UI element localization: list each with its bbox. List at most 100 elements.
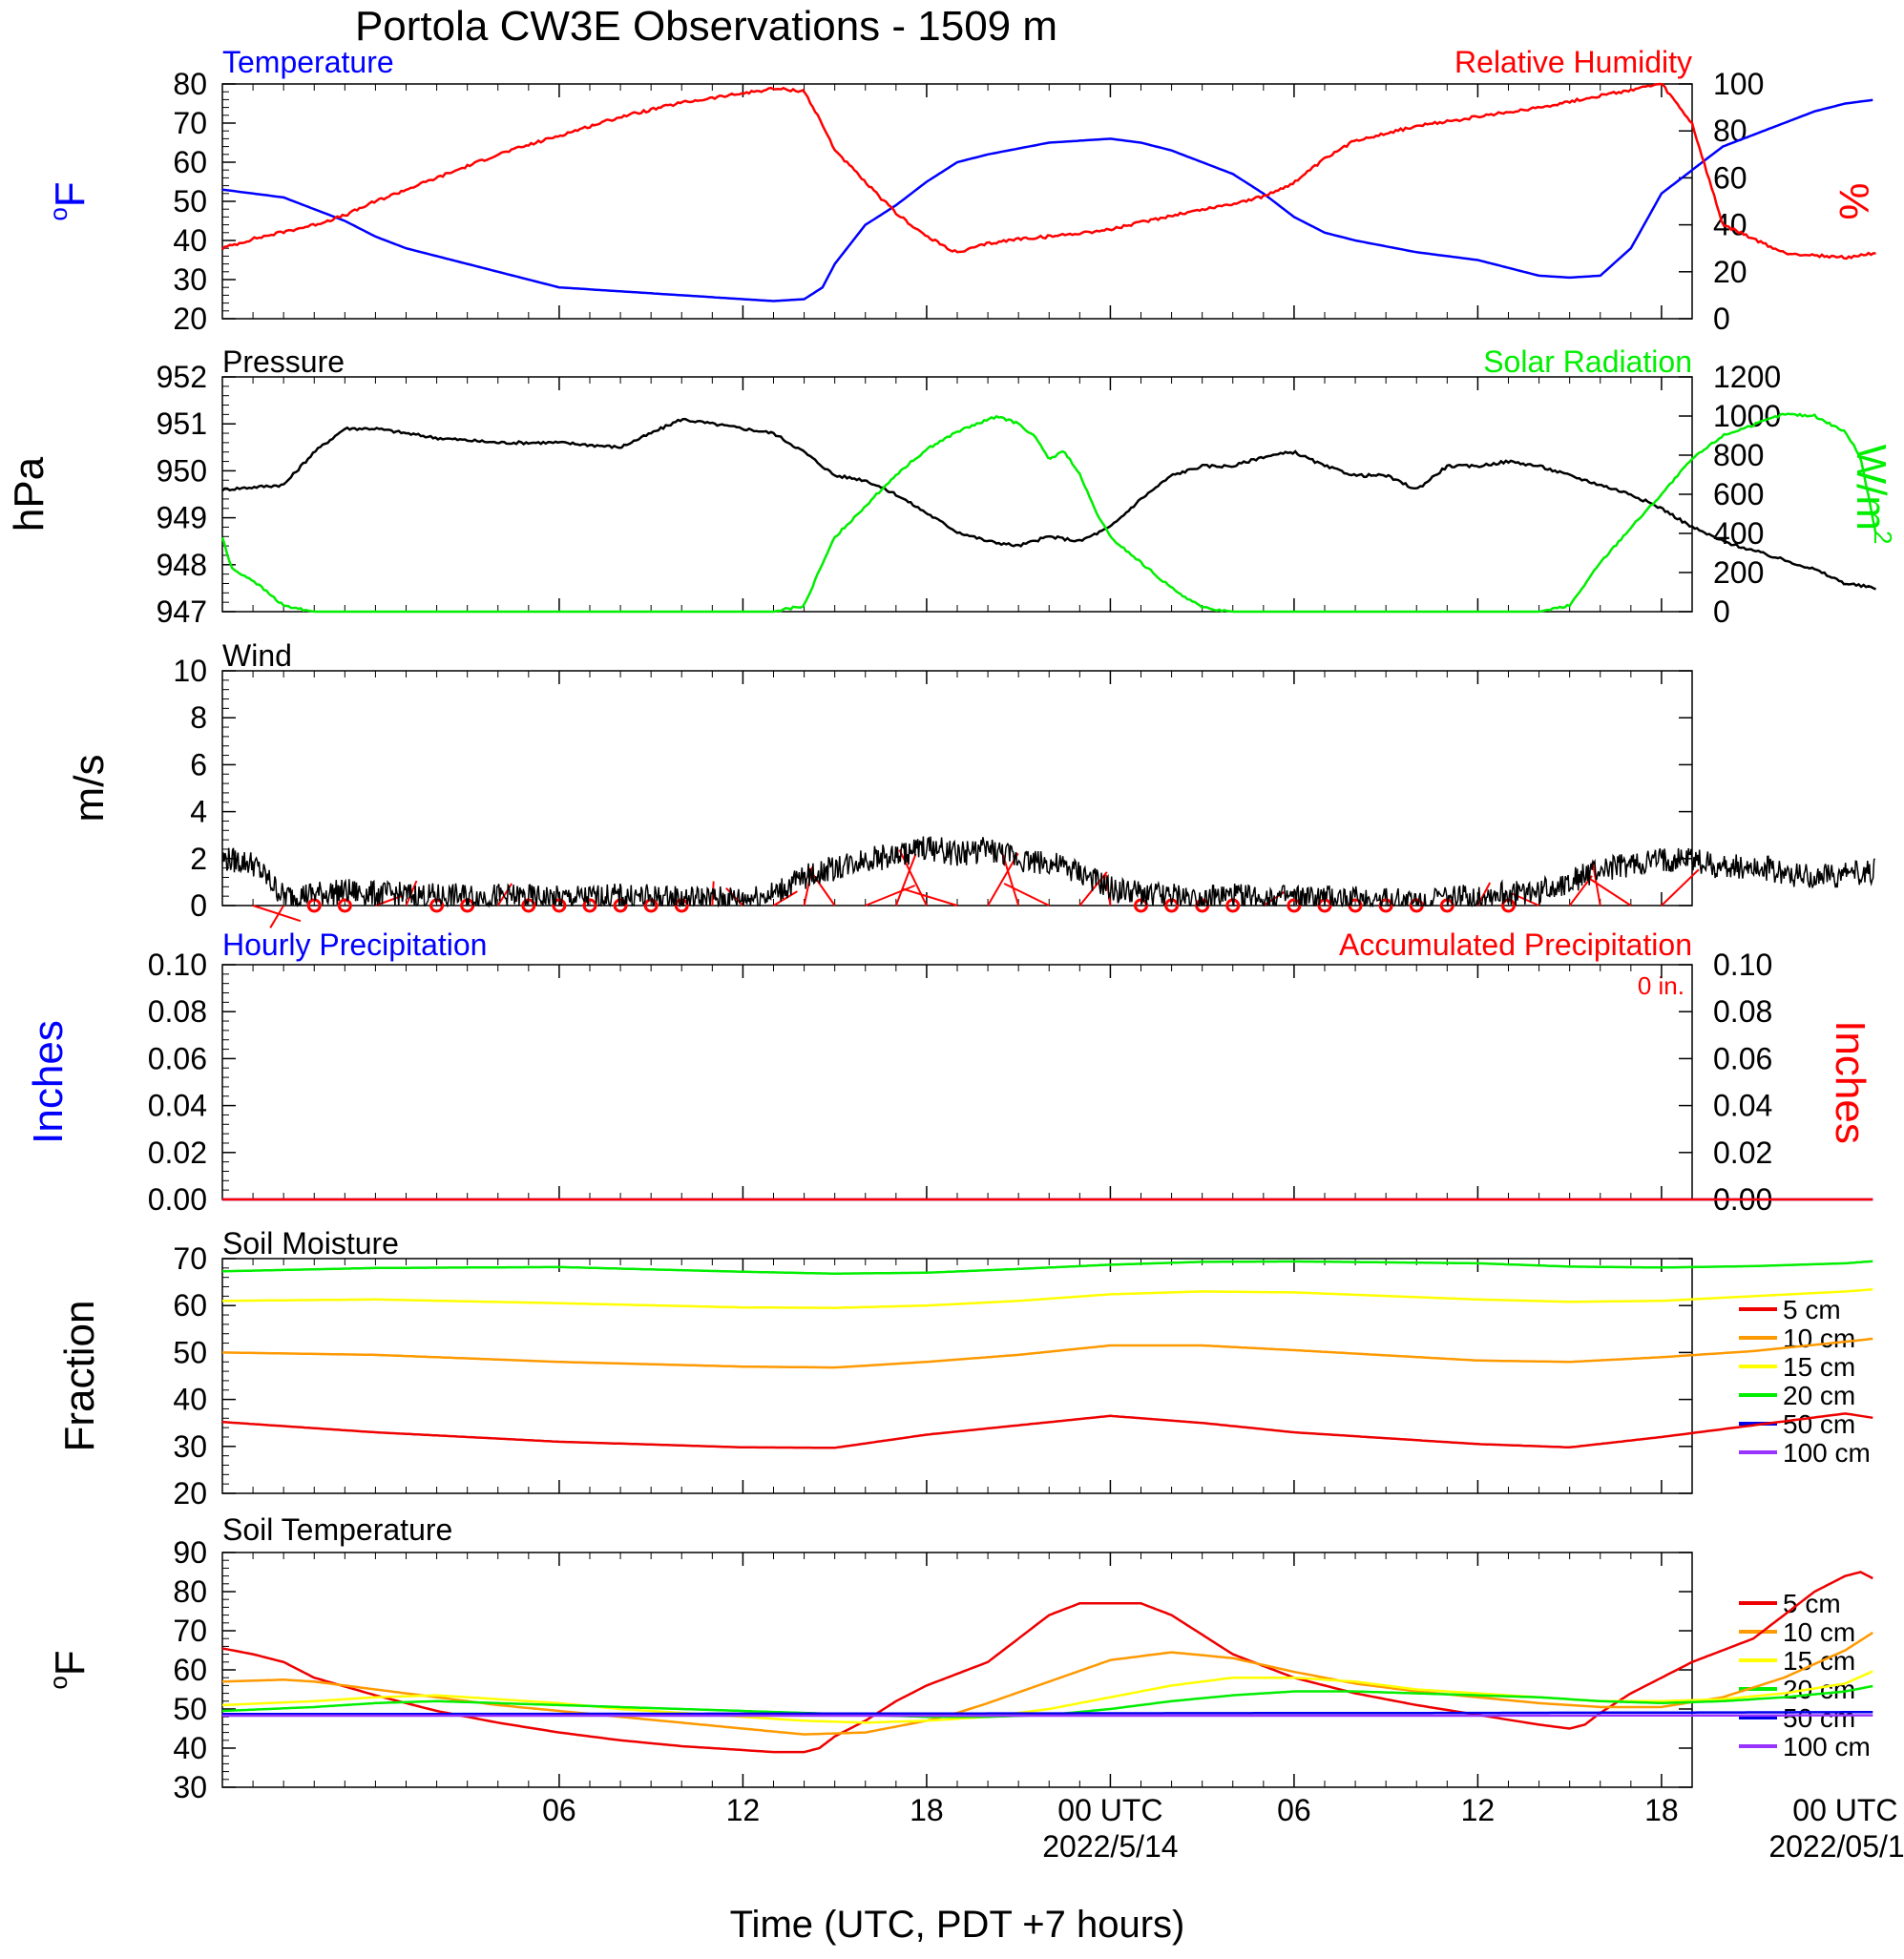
wind-barb — [1661, 868, 1700, 907]
series-5-cm — [221, 1412, 1873, 1449]
panel-wind: Wind m/s 0 2 4 6 8 10 — [66, 638, 1876, 928]
series-relative-humidity — [221, 82, 1876, 261]
y-tick-label: 948 — [157, 548, 207, 582]
y-tick-label: 0.04 — [148, 1089, 207, 1123]
y-right-tick-label: 0.06 — [1713, 1041, 1772, 1075]
legend-label: 5 cm — [1783, 1295, 1841, 1324]
wind-barb — [902, 887, 958, 907]
y-tick-label: 947 — [157, 594, 207, 629]
wind-barb — [898, 849, 928, 907]
wind-panel-title: Wind — [222, 638, 292, 673]
temperature-panel-title: Temperature — [222, 45, 394, 79]
x-tick-label: 06 — [1277, 1793, 1311, 1827]
legend-label: 20 cm — [1783, 1381, 1855, 1410]
x-tick-label: 06 — [542, 1793, 576, 1827]
y-right-tick-label: 0.02 — [1713, 1136, 1772, 1170]
panel-frame — [221, 83, 1693, 320]
panel-frame — [221, 670, 1693, 907]
calm-wind-marker — [337, 898, 352, 913]
y-right-tick-label: 0 — [1713, 302, 1730, 336]
solar-axis-label: W/m2 — [1848, 445, 1897, 545]
solar-panel-title: Solar Radiation — [1483, 344, 1692, 379]
y-right-tick-label: 0.08 — [1713, 994, 1772, 1029]
panel-pressure-solar: Pressure Solar Radiation hPa W/m2 947 948… — [6, 344, 1897, 629]
wind-barb — [865, 885, 916, 907]
y-tick-label: 50 — [173, 1692, 207, 1726]
y-tick-label: 50 — [173, 184, 207, 219]
series-solar-radiation — [220, 412, 1877, 614]
x-tick-label: 12 — [726, 1793, 761, 1827]
x-tick-label: 18 — [1644, 1793, 1679, 1827]
wind-barb — [987, 852, 1019, 907]
y-tick-label: 0.10 — [148, 948, 207, 982]
time-axis-label: Time (UTC, PDT +7 hours) — [730, 1904, 1185, 1946]
series-10-cm — [222, 1337, 1873, 1369]
y-right-tick-label: 800 — [1713, 438, 1764, 472]
calm-wind-marker — [613, 898, 628, 913]
panel-temperature-humidity: Temperature Relative Humidity oF % 20 30 4… — [44, 45, 1877, 336]
y-right-tick-label: 80 — [1713, 114, 1747, 148]
series-10-cm — [221, 1631, 1873, 1736]
legend-label: 100 cm — [1783, 1438, 1871, 1468]
y-tick-label: 70 — [173, 1614, 207, 1648]
y-tick-label: 949 — [157, 501, 207, 535]
calm-wind-marker — [552, 898, 567, 913]
panel-precipitation: Hourly Precipitation Accumulated Precipi… — [25, 927, 1873, 1217]
y-right-tick-label: 1200 — [1713, 360, 1781, 394]
accum-precip-axis-label: Inches — [1827, 1020, 1873, 1144]
legend-label: 100 cm — [1783, 1732, 1871, 1761]
y-tick-label: 952 — [157, 360, 207, 394]
panel-soil-moisture: Soil Moisture Fraction 20 30 40 50 60 70 5 cm… — [56, 1226, 1873, 1511]
legend-label: 10 cm — [1783, 1323, 1855, 1353]
calm-wind-marker — [306, 898, 322, 913]
humidity-panel-title: Relative Humidity — [1454, 45, 1692, 79]
series-15-cm — [222, 1287, 1873, 1309]
soil-temperature-axis-label: oF — [44, 1650, 94, 1689]
series-20-cm — [221, 1260, 1873, 1275]
soil-moisture-title: Soil Moisture — [222, 1226, 399, 1261]
y-tick-label: 30 — [173, 1770, 207, 1804]
x-date-label: 2022/05/15 — [1768, 1829, 1904, 1864]
y-right-tick-label: 400 — [1713, 516, 1764, 551]
y-tick-label: 0 — [190, 888, 207, 923]
y-right-tick-label: 1000 — [1713, 399, 1781, 433]
calm-wind-marker — [582, 898, 597, 913]
y-tick-label: 90 — [173, 1535, 207, 1570]
y-right-tick-label: 600 — [1713, 477, 1764, 511]
wind-barb — [375, 895, 403, 907]
y-right-tick-label: 60 — [1713, 160, 1747, 195]
y-tick-label: 80 — [173, 1574, 207, 1609]
y-tick-label: 70 — [173, 106, 207, 140]
y-tick-label: 60 — [173, 1288, 207, 1323]
legend-label: 15 cm — [1783, 1352, 1855, 1382]
y-tick-label: 951 — [157, 406, 207, 441]
temperature-axis-label: oF — [44, 181, 94, 220]
panel-frame — [221, 1552, 1693, 1788]
series-5-cm — [221, 1571, 1873, 1754]
y-tick-label: 2 — [190, 842, 207, 876]
wind-barb — [894, 853, 917, 907]
series-pressure — [221, 417, 1876, 591]
y-right-tick-label: 0.04 — [1713, 1089, 1772, 1123]
y-tick-label: 80 — [173, 67, 207, 101]
y-tick-label: 40 — [173, 1383, 207, 1417]
y-tick-label: 40 — [173, 223, 207, 258]
y-tick-label: 0.00 — [148, 1182, 207, 1217]
wind-barb — [1001, 854, 1020, 907]
y-right-tick-label: 0.10 — [1713, 948, 1772, 982]
y-right-tick-label: 200 — [1713, 555, 1764, 590]
humidity-axis-label: % — [1831, 182, 1877, 219]
y-right-tick-label: 100 — [1713, 67, 1764, 101]
accum-precip-title: Accumulated Precipitation — [1339, 927, 1692, 962]
wind-barb — [772, 890, 798, 907]
y-right-tick-label: 20 — [1713, 255, 1747, 289]
panel-frame — [221, 376, 1693, 613]
x-tick-label: 00 UTC — [1057, 1793, 1162, 1827]
y-tick-label: 20 — [173, 302, 207, 336]
y-tick-label: 50 — [173, 1335, 207, 1369]
wind-barb — [252, 905, 302, 923]
